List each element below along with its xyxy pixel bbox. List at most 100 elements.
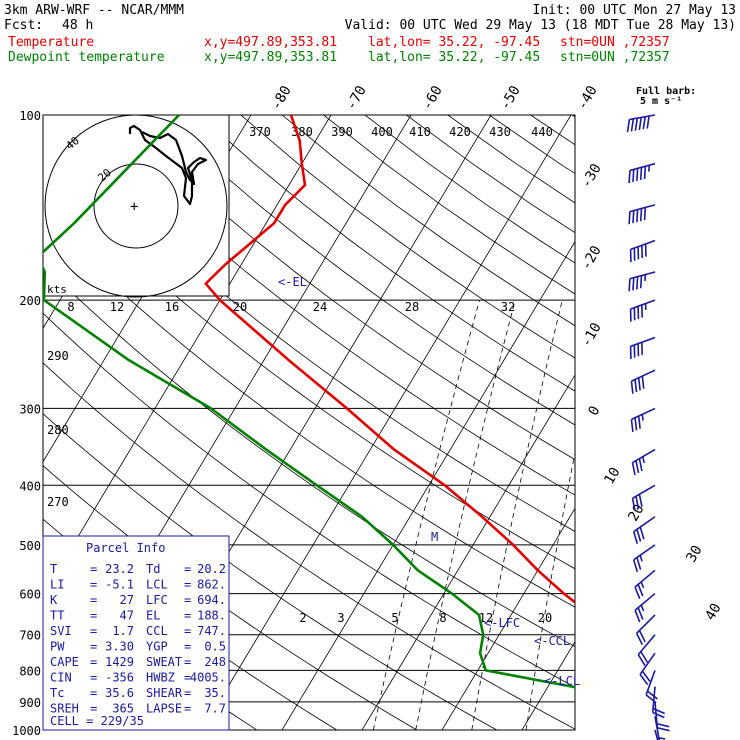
wind-barb-staff <box>630 239 656 251</box>
parcel-row-value: 23.2 <box>105 562 134 576</box>
parcel-row-key: SREH <box>50 702 79 716</box>
wind-barb-flag <box>639 526 645 540</box>
isotherm-line <box>0 115 11 730</box>
wind-barb-staff <box>630 299 656 310</box>
isotherm-label: -40 <box>574 83 601 113</box>
isotherm-line <box>281 240 575 730</box>
legend-dewpoint-stn: stn=0UN ,72357 <box>560 50 670 65</box>
parcel-row-key: LAPSE <box>146 702 182 716</box>
pressure-label: 400 <box>19 479 41 493</box>
parcel-row-key: SVI <box>50 624 72 638</box>
parcel-row-value: -5.1 <box>105 578 134 592</box>
pressure-label: 300 <box>19 402 41 416</box>
wind-barb-flag <box>636 557 642 570</box>
hodograph-ring-inner <box>93 163 179 249</box>
wind-barb-flag <box>637 654 646 666</box>
mixing-ratio-line <box>415 299 516 730</box>
fcst-value: 48 h <box>62 18 94 33</box>
parcel-row-key: CIN <box>50 671 72 685</box>
parcel-row-key: TT <box>50 609 64 623</box>
mixing-ratio-label: 2 <box>299 611 306 625</box>
wind-barb-flag <box>639 275 643 289</box>
parcel-row-eq: = <box>184 609 191 623</box>
wind-barb-flag <box>646 115 650 129</box>
legend-temperature-stn: stn=0UN ,72357 <box>560 35 670 50</box>
legend-dewpoint-name: Dewpoint temperature <box>8 50 165 65</box>
wind-barb-staff <box>654 729 659 740</box>
wind-barb <box>654 716 666 740</box>
parcel-row-key: YGP <box>146 640 168 654</box>
wind-barb-flag <box>632 531 639 544</box>
parcel-row-value: 7.7 <box>204 702 226 716</box>
wind-barb <box>639 652 656 686</box>
wind-barb-flag <box>630 118 635 132</box>
mixing-ratio-label: 8 <box>67 300 74 314</box>
pressure-label: 700 <box>19 629 41 643</box>
barb-key-line1: Full barb: <box>636 86 696 97</box>
wind-barb-flag <box>631 498 636 511</box>
mixing-ratio-line <box>684 300 739 730</box>
parcel-row-key: EL <box>146 609 160 623</box>
parcel-info-title: Parcel Info <box>86 541 165 555</box>
parcel-row-key: CAPE <box>50 655 79 669</box>
wind-barb <box>637 634 656 666</box>
temperature-profile-line <box>204 115 575 604</box>
pressure-label: 500 <box>19 539 41 553</box>
wind-barb-staff <box>639 652 656 675</box>
parcel-level-marker: <-CCL <box>534 634 570 648</box>
dry-adiabat-line <box>157 115 575 426</box>
parcel-row-value: 1.7 <box>112 624 134 638</box>
parcel-row-eq: = <box>90 702 97 716</box>
wind-barb <box>634 592 656 623</box>
parcel-row-key: Tc <box>50 686 64 700</box>
wind-barb-flag <box>636 276 639 290</box>
parcel-row-key: PW <box>50 640 65 654</box>
hodograph-units: kts <box>47 283 67 296</box>
wind-barb-half-flag <box>639 554 643 562</box>
wind-barb <box>631 448 656 476</box>
wind-barb <box>645 670 658 704</box>
wind-barb-flag <box>656 722 670 728</box>
dry-adiabat-line <box>571 115 575 118</box>
wind-barb-staff <box>633 516 656 533</box>
legend-dewpoint-latlon: lat,lon= 35.22, -97.45 <box>368 50 541 65</box>
parcel-row-value: 188. <box>197 609 226 623</box>
wind-barb <box>634 569 656 600</box>
dry-adiabat-line <box>116 115 575 461</box>
mixing-ratio-line <box>611 300 678 730</box>
mixing-ratio-label: 20 <box>538 611 552 625</box>
wind-barb-staff <box>629 114 656 121</box>
mixing-ratio-label: 24 <box>313 300 327 314</box>
mixing-ratio-label: 16 <box>165 300 179 314</box>
dry-adiabat-line <box>74 115 575 496</box>
pressure-label: 100 <box>19 109 41 123</box>
wind-barb-staff <box>632 484 656 499</box>
wind-barb-flag <box>637 584 644 597</box>
wind-barb <box>629 239 656 263</box>
wind-barb-flag <box>634 417 638 431</box>
wind-barb-flag <box>635 632 643 645</box>
isotherm-label: -60 <box>419 83 446 113</box>
wind-barb <box>654 729 659 740</box>
parcel-row-eq: = <box>184 640 191 654</box>
wind-barb-flag <box>636 529 642 542</box>
wind-barb-flag <box>639 167 643 180</box>
dry-adiabat-line <box>447 115 575 204</box>
wind-barb <box>632 544 656 573</box>
mixing-ratio-label: 8 <box>439 611 446 625</box>
wind-barb-flag <box>643 207 647 221</box>
wind-barb <box>628 271 656 292</box>
dry-adiabat-line <box>281 115 575 327</box>
parcel-row-value: 27 <box>120 593 134 607</box>
theta-e-label: 420 <box>449 125 471 139</box>
wind-barb-flag <box>642 116 646 130</box>
isotherm-label: 40 <box>702 601 724 624</box>
isotherm-label: 20 <box>625 502 647 525</box>
wind-barb <box>630 407 656 433</box>
wind-barb-staff <box>637 634 656 656</box>
dry-adiabat-line <box>488 115 575 175</box>
dry-adiabat-label: 270 <box>47 495 69 509</box>
pressure-label: 800 <box>19 664 41 678</box>
plot-frame <box>42 114 576 731</box>
isotherm-label: -20 <box>578 243 605 273</box>
